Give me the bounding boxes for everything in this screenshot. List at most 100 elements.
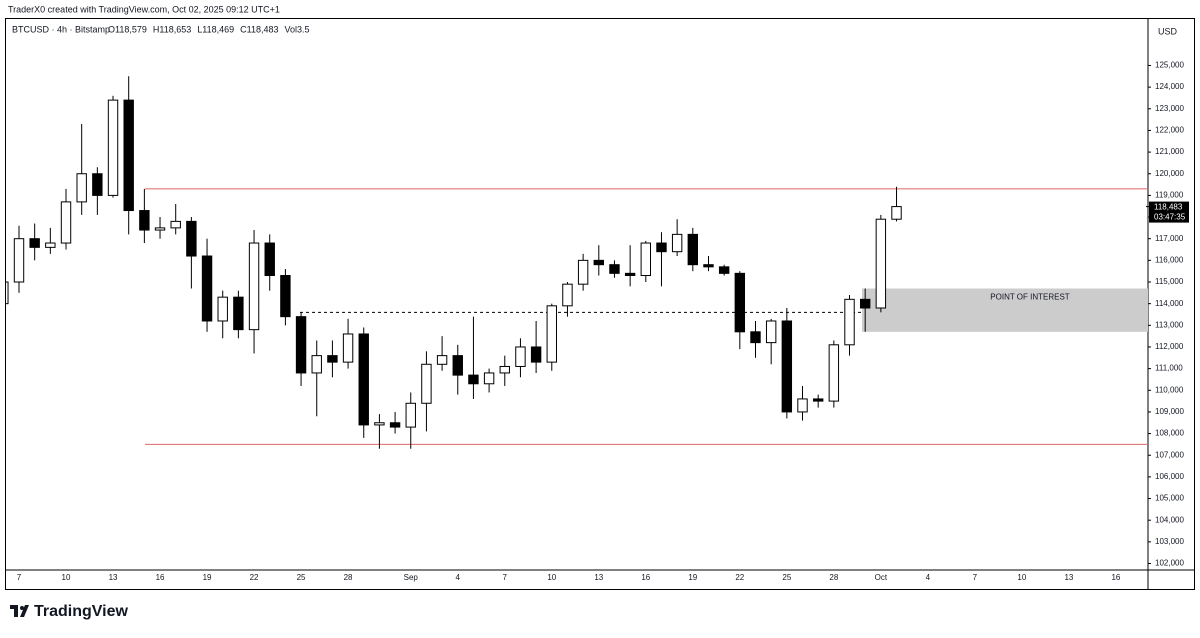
x-tick-label: 4 <box>456 573 461 582</box>
candle-body <box>327 355 338 363</box>
candle-body <box>123 99 134 212</box>
candle-body <box>45 242 56 248</box>
candle-body <box>405 402 416 428</box>
y-tick-label: 111,000 <box>1155 364 1183 373</box>
candle-body <box>797 398 808 413</box>
chart-frame <box>5 18 1195 590</box>
candle-body <box>421 363 432 404</box>
candle-body <box>765 320 777 344</box>
x-tick-label: 7 <box>503 573 508 582</box>
y-tick-label: 102,000 <box>1155 559 1184 568</box>
candle-body <box>217 296 228 322</box>
candle-body <box>468 374 479 385</box>
zone-label: POINT OF INTEREST <box>990 293 1070 302</box>
candle-body <box>577 259 589 285</box>
x-tick-label: Sep <box>404 573 419 582</box>
ohlc-label: L118,469 <box>197 24 234 34</box>
candle-body <box>718 266 730 274</box>
candle-body <box>703 264 714 268</box>
candle-body <box>609 264 620 274</box>
y-tick-label: 110,000 <box>1155 385 1184 394</box>
logo-dot <box>20 606 24 610</box>
candle-body <box>499 365 510 374</box>
candle-body <box>29 238 40 248</box>
y-tick-label: 117,000 <box>1155 234 1184 243</box>
x-tick-label: 28 <box>344 573 353 582</box>
x-tick-label: 19 <box>203 573 212 582</box>
candle-body <box>656 242 667 253</box>
candle-body <box>6 281 9 305</box>
symbol-title: BTCUSD · 4h · Bitstamp <box>12 24 110 34</box>
x-tick-label: 25 <box>297 573 306 582</box>
x-tick-label: 10 <box>547 573 556 582</box>
last-price-label: 118,483 <box>1154 203 1183 212</box>
y-tick-label: 114,000 <box>1155 299 1184 308</box>
candle-body <box>734 272 746 333</box>
x-tick-label: 13 <box>1064 573 1073 582</box>
x-tick-label: 10 <box>1017 573 1026 582</box>
candle-body <box>264 242 275 277</box>
interest-zone <box>862 288 1148 332</box>
candle-body <box>342 333 354 363</box>
candle-body <box>154 227 166 231</box>
candle-body <box>624 272 636 277</box>
x-tick-label: 16 <box>156 573 165 582</box>
x-tick-label: 16 <box>641 573 650 582</box>
candle-body <box>186 220 197 257</box>
x-tick-label: 13 <box>109 573 118 582</box>
x-tick-label: 16 <box>1111 573 1120 582</box>
candle-body <box>201 255 213 322</box>
candle-body <box>859 298 871 309</box>
y-tick-label: 104,000 <box>1155 515 1184 524</box>
candle-body <box>750 331 761 344</box>
candle-body <box>812 398 824 402</box>
candle-body <box>92 173 103 196</box>
y-tick-label: 122,000 <box>1155 126 1184 135</box>
candle-body <box>640 242 652 277</box>
y-tick-label: 125,000 <box>1155 61 1184 70</box>
x-tick-label: 10 <box>62 573 71 582</box>
x-tick-label: 25 <box>782 573 791 582</box>
y-tick-label: 113,000 <box>1155 320 1184 329</box>
watermark: TraderX0 created with TradingView.com, O… <box>8 4 280 14</box>
y-tick-label: 109,000 <box>1155 407 1184 416</box>
logo-text: TradingView <box>34 603 129 620</box>
x-tick-label: 19 <box>688 573 697 582</box>
candle-body <box>358 333 369 426</box>
plot-area <box>6 76 1148 449</box>
currency-label: USD <box>1158 26 1178 36</box>
candle-body <box>139 210 150 231</box>
candle-body <box>107 99 119 196</box>
candle-body <box>671 233 683 253</box>
y-tick-label: 119,000 <box>1155 191 1184 200</box>
x-tick-label: 4 <box>926 573 931 582</box>
candle-body <box>76 173 87 203</box>
candle-body <box>562 283 573 307</box>
x-tick-label: Oct <box>875 573 888 582</box>
candle-body <box>515 346 526 367</box>
candle-body <box>311 355 322 374</box>
countdown-label: 03:47:35 <box>1154 213 1186 222</box>
x-tick-label: 13 <box>594 573 603 582</box>
ohlc-label: O118,579 <box>108 24 147 34</box>
candle-body <box>844 298 855 346</box>
candle-body <box>280 275 291 318</box>
y-tick-label: 105,000 <box>1155 494 1184 503</box>
ohlc-label: Vol3.5 <box>285 24 310 34</box>
logo-icon <box>10 605 29 617</box>
y-tick-label: 107,000 <box>1155 450 1184 459</box>
candle-body <box>530 346 542 363</box>
y-tick-label: 103,000 <box>1155 537 1184 546</box>
y-tick-label: 112,000 <box>1155 342 1184 351</box>
candle-body <box>295 316 307 374</box>
candle-body <box>546 305 557 363</box>
x-tick-label: 22 <box>250 573 259 582</box>
candle-body <box>233 296 244 331</box>
ohlc-label: C118,483 <box>240 24 278 34</box>
y-tick-label: 106,000 <box>1155 472 1184 481</box>
tradingview-logo: TradingView <box>10 603 129 620</box>
candle-body <box>452 355 463 376</box>
x-tick-label: 7 <box>17 573 22 582</box>
